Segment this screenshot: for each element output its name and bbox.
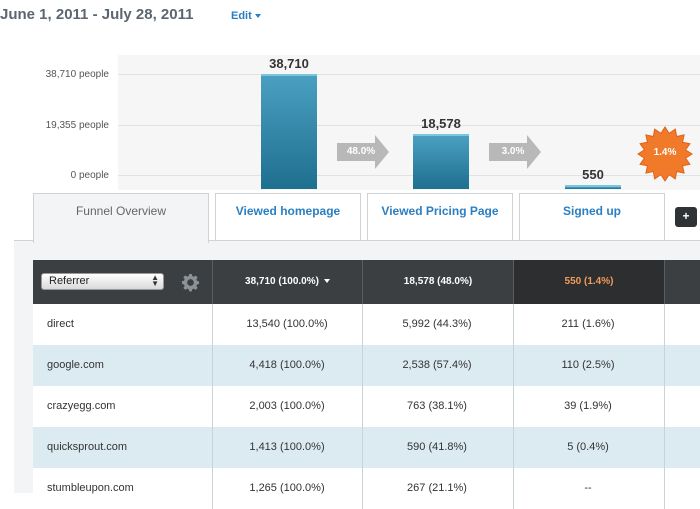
cell-signed-up: 211 (1.6%) <box>561 318 615 330</box>
funnel-bar <box>565 185 621 189</box>
cell-pricing: 5,992 (44.3%) <box>402 318 472 330</box>
table-row: quicksprout.com 1,413 (100.0%) 590 (41.8… <box>33 427 700 468</box>
conversion-rate: 3.0% <box>501 146 525 157</box>
table-row: stumbleupon.com 1,265 (100.0%) 267 (21.1… <box>33 468 700 509</box>
cell-pricing: 763 (38.1%) <box>407 400 467 412</box>
cell-signed-up: -- <box>584 482 592 494</box>
tab-label: Viewed Pricing Page <box>381 204 499 218</box>
cell-pricing: 267 (21.1%) <box>407 482 467 494</box>
referrer-name: direct <box>47 318 74 330</box>
cell-homepage: 1,265 (100.0%) <box>249 482 325 494</box>
header-separator <box>664 260 665 304</box>
tab-label: Funnel Overview <box>75 204 167 218</box>
cell-signed-up: 5 (0.4%) <box>567 441 609 453</box>
add-step-button[interactable]: + <box>675 207 697 227</box>
table-row: crazyegg.com 2,003 (100.0%) 763 (38.1%) … <box>33 386 700 427</box>
funnel-chart-area <box>118 55 700 190</box>
gridline-top <box>118 74 700 75</box>
overall-conversion: 1.4% <box>653 147 677 158</box>
gridline-bottom <box>118 175 700 176</box>
header-separator <box>362 260 363 304</box>
table-row: direct 13,540 (100.0%) 5,992 (44.3%) 211… <box>33 304 700 345</box>
conversion-arrow: 48.0% <box>337 135 389 169</box>
caret-down-icon <box>323 279 330 284</box>
referrer-name: quicksprout.com <box>47 441 128 453</box>
cell-homepage: 1,413 (100.0%) <box>249 441 325 453</box>
cell-homepage: 2,003 (100.0%) <box>249 400 325 412</box>
cell-homepage: 4,418 (100.0%) <box>249 359 325 371</box>
date-range: June 1, 2011 - July 28, 2011 <box>0 6 194 23</box>
y-tick-label: 19,355 people <box>45 120 109 131</box>
header-col-pricing: 18,578 (48.0%) <box>403 276 473 287</box>
conversion-rate: 48.0% <box>346 146 376 157</box>
tab-signed-up[interactable]: Signed up <box>519 193 665 249</box>
referrer-select-value: Referrer <box>49 275 90 287</box>
select-arrows-icon: ▲ ▼ <box>151 273 159 288</box>
cell-homepage: 13,540 (100.0%) <box>246 318 328 330</box>
tab-viewed-homepage[interactable]: Viewed homepage <box>215 193 361 249</box>
header-separator <box>212 260 213 304</box>
conversion-arrow: 3.0% <box>489 135 541 169</box>
tab-viewed-pricing-page[interactable]: Viewed Pricing Page <box>367 193 513 249</box>
y-tick-label: 38,710 people <box>45 69 109 80</box>
cell-pricing: 2,538 (57.4%) <box>402 359 472 371</box>
funnel-bar <box>413 133 469 189</box>
tab-funnel-overview[interactable]: Funnel Overview <box>33 193 209 243</box>
tab-label: Viewed homepage <box>235 204 341 218</box>
header-value: 38,710 (100.0%) <box>245 276 319 287</box>
y-tick-label: 0 people <box>70 170 109 181</box>
edit-label: Edit <box>231 10 252 22</box>
referrer-name: stumbleupon.com <box>47 482 134 494</box>
header-col-signed-up: 550 (1.4%) <box>514 260 664 304</box>
cell-signed-up: 110 (2.5%) <box>561 359 615 371</box>
caret-down-icon <box>254 14 261 19</box>
referrer-select[interactable]: Referrer ▲ ▼ <box>41 273 164 290</box>
referrer-name: google.com <box>47 359 104 371</box>
gear-icon[interactable] <box>181 273 200 292</box>
header-separator <box>513 260 514 304</box>
table-row: google.com 4,418 (100.0%) 2,538 (57.4%) … <box>33 345 700 386</box>
starburst-badge-icon <box>637 126 693 182</box>
cell-signed-up: 39 (1.9%) <box>564 400 612 412</box>
funnel-bar <box>261 74 317 189</box>
gridline-mid <box>118 125 700 126</box>
tab-label: Signed up <box>563 204 621 218</box>
bar-value-label: 550 <box>582 167 604 182</box>
referrer-name: crazyegg.com <box>47 400 116 412</box>
edit-date-link[interactable]: Edit <box>231 10 261 22</box>
bar-value-label: 38,710 <box>269 56 309 71</box>
bar-value-label: 18,578 <box>421 115 461 131</box>
cell-pricing: 590 (41.8%) <box>407 441 467 453</box>
header-col-homepage[interactable]: 38,710 (100.0%) <box>213 260 362 304</box>
